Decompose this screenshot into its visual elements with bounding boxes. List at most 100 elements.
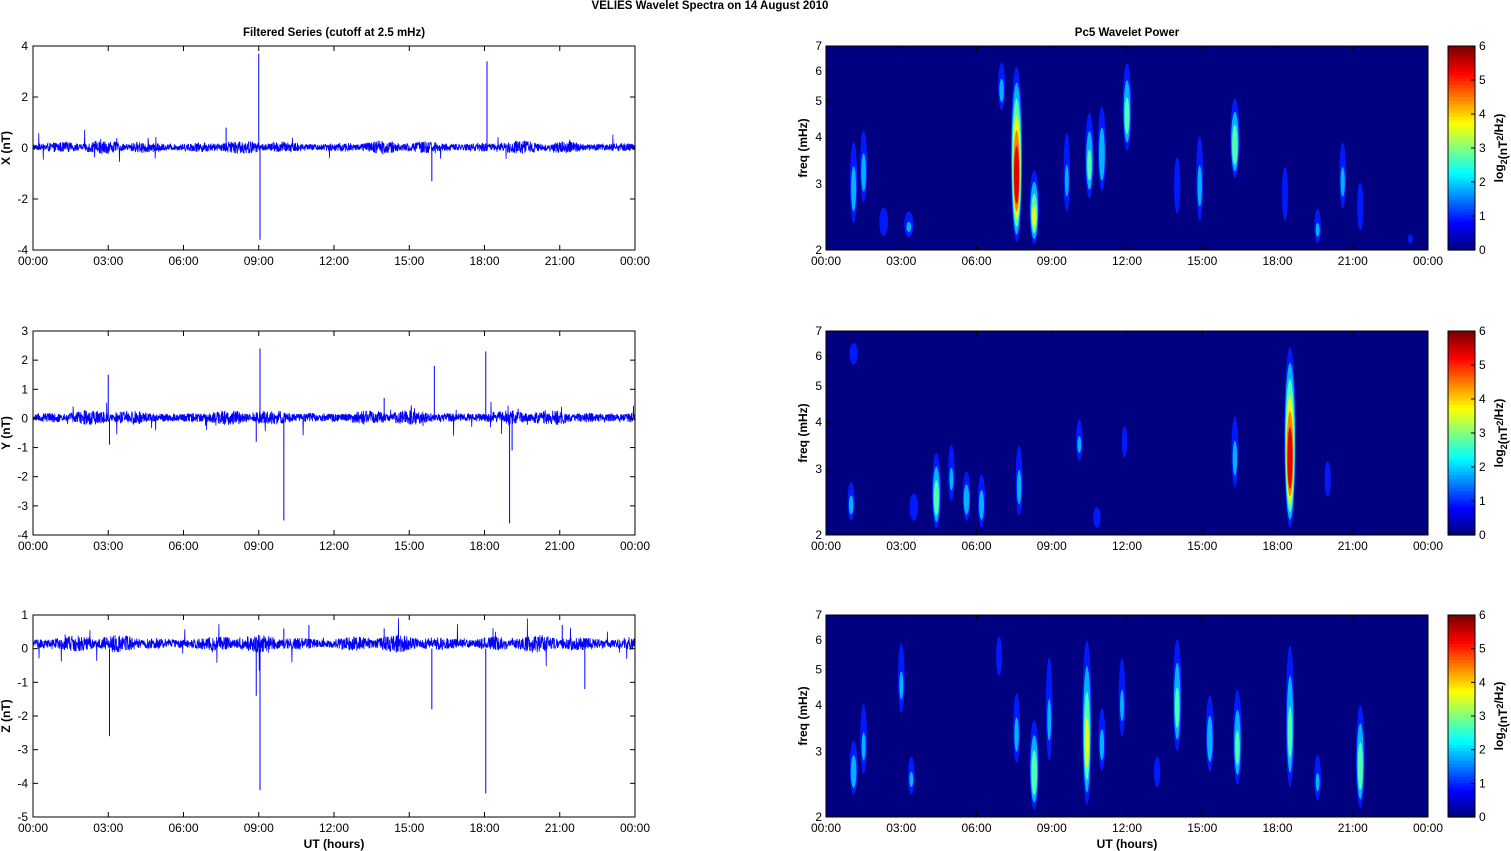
colorbar-label-part: /Hz) <box>1492 399 1506 421</box>
right-column-title: Pc5 Wavelet Power <box>1075 27 1180 39</box>
wavelet-power-mark <box>1174 157 1181 214</box>
colorbar-tick-label: 1 <box>1479 209 1486 223</box>
colorbar-swatch <box>1448 627 1475 632</box>
wavelet-power-mark <box>1357 182 1364 231</box>
wavelet-power-mark <box>1014 146 1020 204</box>
colorbar-swatch <box>1448 652 1475 657</box>
ts-x-tick-label: 03:00 <box>93 254 123 268</box>
ts-y-tick-label: -3 <box>17 499 28 513</box>
colorbar-swatch <box>1448 362 1475 367</box>
colorbar-swatch <box>1448 410 1475 415</box>
colorbar-swatch <box>1448 58 1475 63</box>
colorbar-swatch <box>1448 775 1475 780</box>
wavelet-power-mark <box>1016 469 1022 505</box>
wavelet-power-mark <box>1084 717 1089 768</box>
left-column-title: Filtered Series (cutoff at 2.5 mHz) <box>243 27 425 39</box>
colorbar-swatch <box>1448 468 1475 472</box>
panels: 420-2-4X (nT)00:00 03:00 06:00 09:00 12:00 15… <box>0 39 1510 835</box>
ts-y-tick-label: 1 <box>21 608 28 622</box>
colorbar-swatch <box>1448 807 1475 812</box>
colorbar-swatch <box>1448 659 1475 663</box>
colorbar-swatch <box>1448 474 1475 479</box>
wavelet-x-tick-label: 15:00 <box>1187 254 1217 268</box>
colorbar-swatch <box>1448 499 1475 504</box>
wavelet-y-tick-label: 2 <box>815 243 822 257</box>
colorbar-swatch <box>1448 458 1475 463</box>
colorbar-swatch <box>1448 90 1475 95</box>
wavelet-power-mark <box>1031 750 1037 796</box>
colorbar-swatch <box>1448 738 1475 742</box>
colorbar-tick-label: 1 <box>1479 776 1486 790</box>
colorbar-swatch <box>1448 378 1475 383</box>
wavelet-power-mark <box>1232 440 1238 476</box>
ts-y-tick-label: -4 <box>17 528 28 542</box>
colorbar-tick-label: 0 <box>1479 243 1486 257</box>
colorbar-label-part: log <box>1492 449 1506 467</box>
colorbar-swatch <box>1448 668 1475 673</box>
ts-x-tick-label: 15:00 <box>394 821 424 835</box>
wavelet-power-mark <box>999 78 1004 103</box>
ts-x-tick-label: 21:00 <box>545 539 575 553</box>
colorbar-swatch <box>1448 230 1475 235</box>
colorbar-swatch <box>1448 179 1475 184</box>
colorbar-swatch <box>1448 464 1475 469</box>
wavelet-y-tick-label: 2 <box>815 810 822 824</box>
wavelet-power-mark <box>909 493 919 521</box>
ts-x-tick-label: 21:00 <box>545 821 575 835</box>
colorbar-tick-label: 1 <box>1479 494 1486 508</box>
wavelet-power-mark <box>848 495 854 515</box>
ts-x-tick-label: 03:00 <box>93 539 123 553</box>
colorbar-swatch <box>1448 170 1475 175</box>
colorbar-swatch <box>1448 665 1475 670</box>
wavelet-power-mark <box>851 166 857 212</box>
colorbar-swatch <box>1448 429 1475 434</box>
colorbar-swatch <box>1448 697 1475 701</box>
colorbar-swatch <box>1448 382 1475 386</box>
colorbar-swatch <box>1448 366 1475 370</box>
colorbar-label-part: 2 <box>1499 159 1509 164</box>
colorbar-swatch <box>1448 84 1475 89</box>
colorbar-swatch <box>1448 633 1475 638</box>
colorbar-label-part: (nT <box>1496 140 1510 159</box>
ts-y-axis-label: Y (nT) <box>0 416 13 450</box>
wavelet-x-tick-label: 06:00 <box>961 254 991 268</box>
colorbar-tick-label: 3 <box>1479 426 1486 440</box>
colorbar-swatch <box>1448 490 1475 495</box>
ts-x-tick-label: 00:00 <box>18 254 48 268</box>
colorbar-swatch <box>1448 788 1475 793</box>
wavelet-power-mark <box>949 467 954 491</box>
colorbar-swatch <box>1448 519 1475 523</box>
colorbar-swatch <box>1448 413 1475 418</box>
colorbar-swatch <box>1448 512 1475 517</box>
wavelet-y-tick-label: 4 <box>815 698 822 712</box>
colorbar-swatch <box>1448 81 1475 85</box>
wavelet-power-mark <box>1121 426 1128 458</box>
ts-plot-area <box>33 331 635 535</box>
wavelet-x-tick-label: 09:00 <box>1037 254 1067 268</box>
colorbar-swatch <box>1448 359 1475 364</box>
colorbar-swatch <box>1448 734 1475 739</box>
ts-y-tick-label: -1 <box>17 675 28 689</box>
wavelet-x-tick-label: 09:00 <box>1037 539 1067 553</box>
colorbar-swatch <box>1448 176 1475 181</box>
ts-y-tick-label: 0 <box>21 411 28 425</box>
ts-x-tick-label: 06:00 <box>168 539 198 553</box>
colorbar-swatch <box>1448 706 1475 711</box>
colorbar-label-part: /Hz) <box>1492 682 1506 704</box>
colorbar-swatch <box>1448 167 1475 171</box>
colorbar-swatch <box>1448 46 1475 50</box>
colorbar-swatch <box>1448 375 1475 380</box>
colorbar-swatch <box>1448 394 1475 399</box>
ts-x-tick-label: 06:00 <box>168 254 198 268</box>
wavelet-y-axis-label: freq (mHz) <box>796 118 810 177</box>
ts-x-tick-label: 15:00 <box>394 539 424 553</box>
ts-y-tick-label: -2 <box>17 192 28 206</box>
ts-x-tick-label: 18:00 <box>469 254 499 268</box>
colorbar-swatch <box>1448 741 1475 746</box>
colorbar-swatch <box>1448 674 1475 679</box>
colorbar-swatch <box>1448 480 1475 485</box>
colorbar-swatch <box>1448 757 1475 761</box>
ts-x-tick-label: 00:00 <box>620 821 650 835</box>
wavelet-x-tick-label: 06:00 <box>961 539 991 553</box>
